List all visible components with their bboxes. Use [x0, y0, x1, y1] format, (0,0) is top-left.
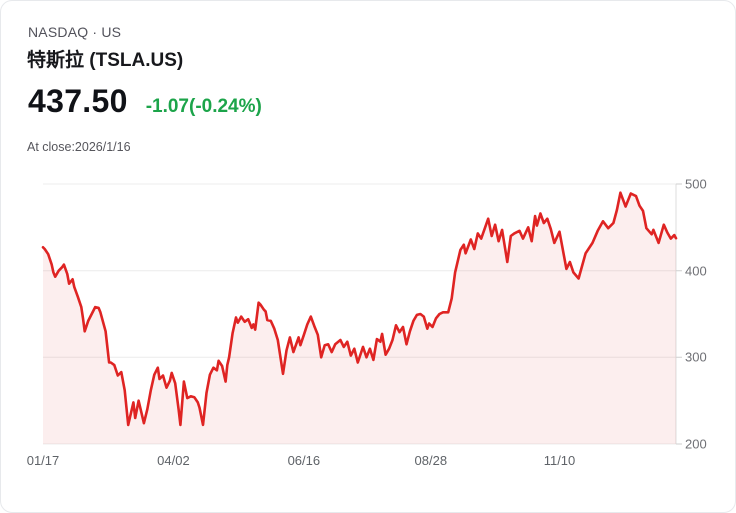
- last-price: 437.50: [28, 83, 128, 119]
- stock-title: 特斯拉 (TSLA.US): [27, 50, 184, 71]
- grid-lines: [43, 183, 676, 445]
- y-tick-label: 200: [685, 436, 707, 452]
- area-fill: [43, 192, 676, 444]
- x-tick-label: 01/17: [26, 453, 60, 468]
- exchange-market-label: NASDAQ · US: [28, 24, 122, 40]
- as-of-close-label: At close:2026/1/16: [27, 140, 131, 154]
- price-line: [41, 191, 678, 427]
- price-change: -1.07(-0.24%): [145, 96, 262, 117]
- x-tick-label: 11/10: [543, 453, 576, 468]
- x-tick-label: 04/02: [157, 453, 190, 468]
- y-tick-label: 500: [685, 176, 707, 192]
- x-tick-label: 06/16: [287, 453, 321, 468]
- x-tick-label: 08/28: [414, 453, 448, 468]
- axis-ticks: [676, 183, 682, 445]
- price-row: 437.50 -1.07(-0.24%): [28, 83, 262, 120]
- y-tick-label: 300: [685, 349, 707, 365]
- y-tick-label: 400: [685, 263, 707, 279]
